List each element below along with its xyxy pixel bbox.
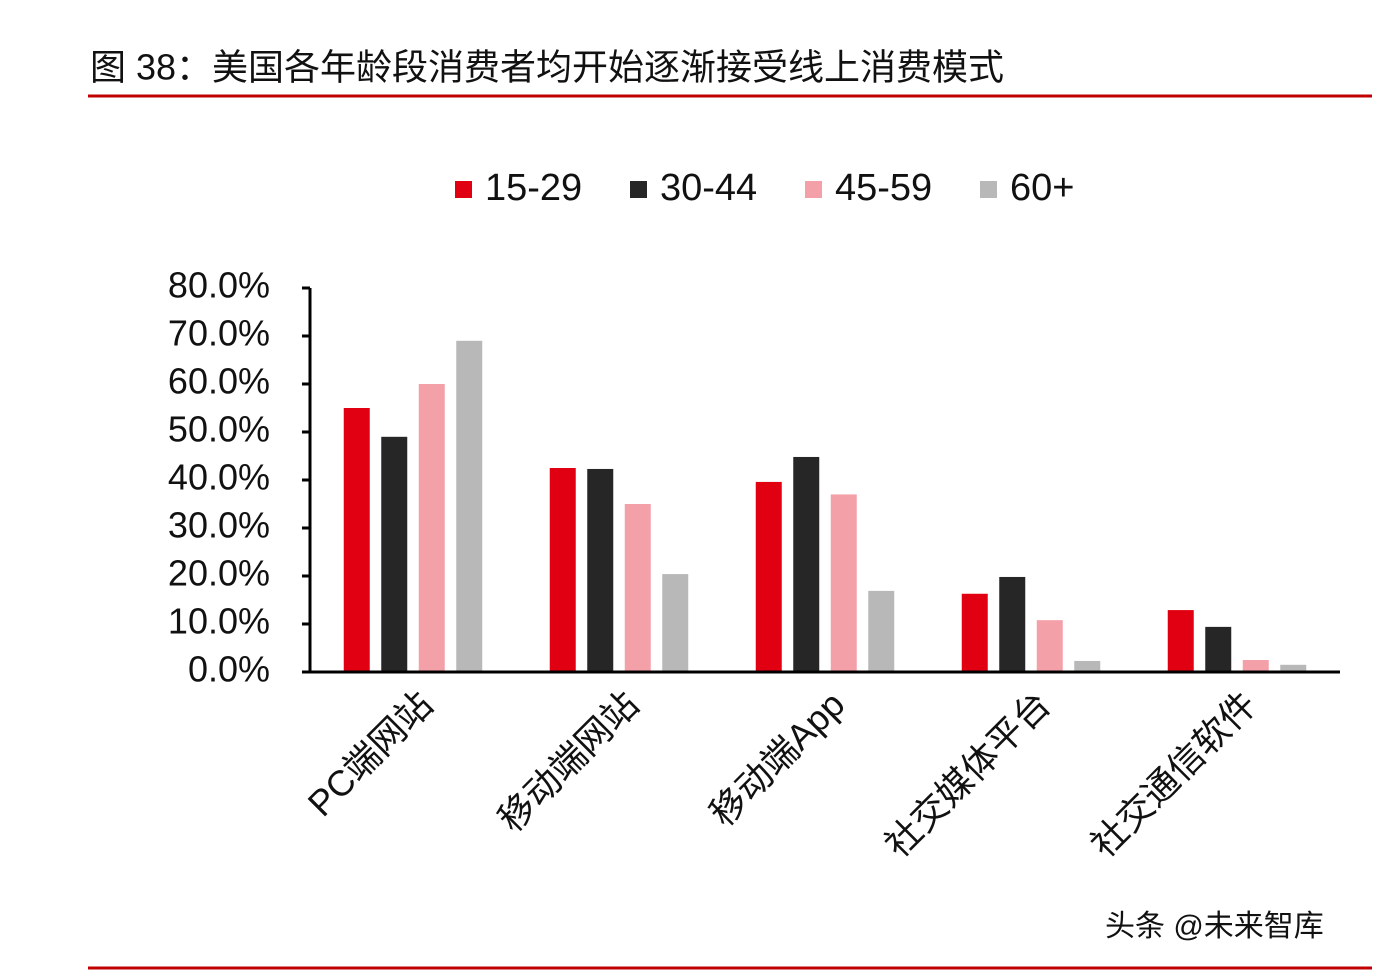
bar [381,436,408,672]
bar [1074,660,1101,672]
y-tick-label: 70.0% [168,313,270,354]
legend-swatch [980,181,997,198]
bar [549,468,576,672]
x-tick-label: 移动端网站 [490,683,646,839]
bar [418,384,445,672]
bar [1167,610,1194,672]
y-tick-label: 0.0% [188,649,270,690]
y-tick-label: 20.0% [168,553,270,594]
bar [1205,626,1232,672]
x-tick-label: 社交媒体平台 [877,683,1059,865]
legend-label: 15-29 [485,167,582,209]
y-tick-label: 10.0% [168,601,270,642]
watermark: 头条 @未来智库 [1105,910,1324,943]
bar [343,408,370,672]
bar [999,576,1026,672]
y-tick-label: 60.0% [168,361,270,402]
chart-title: 图 38：美国各年龄段消费者均开始逐渐接受线上消费模式 [90,47,1004,88]
legend-swatch [805,181,822,198]
bar [793,456,820,672]
bar [868,590,895,672]
legend-label: 30-44 [660,167,757,209]
y-tick-label: 50.0% [168,409,270,450]
y-tick-label: 40.0% [168,457,270,498]
bar [456,340,483,672]
bar [755,481,782,672]
legend-swatch [455,181,472,198]
x-tick-label: PC端网站 [300,683,441,824]
bar [1280,664,1307,672]
legend-label: 45-59 [835,167,932,209]
bar [961,593,988,672]
y-tick-label: 30.0% [168,505,270,546]
bar [587,468,614,672]
legend-swatch [630,181,647,198]
bar [830,494,857,672]
x-tick-label: 移动端App [702,683,853,834]
bar [1242,660,1269,672]
y-tick-label: 80.0% [168,265,270,306]
legend-label: 60+ [1010,167,1074,209]
bar [662,574,689,672]
x-tick-label: 社交通信软件 [1083,683,1265,865]
bar [1036,620,1063,672]
bar [624,504,651,672]
